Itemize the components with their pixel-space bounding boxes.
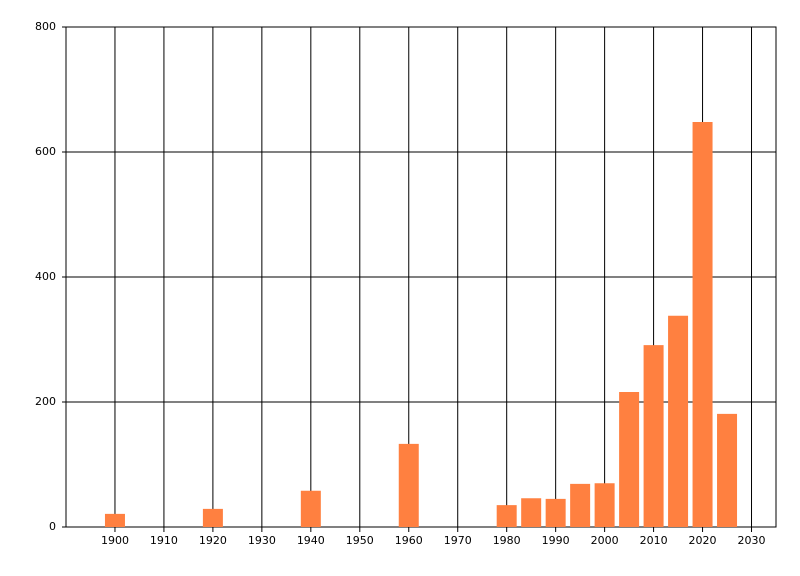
y-tick-label: 600 xyxy=(35,145,56,158)
x-tick-label: 2010 xyxy=(640,534,668,547)
x-tick-label: 1900 xyxy=(101,534,129,547)
bar xyxy=(643,345,664,527)
bar xyxy=(619,392,640,527)
x-tick-label: 1910 xyxy=(150,534,178,547)
bar xyxy=(398,443,419,527)
x-tick-label: 2000 xyxy=(591,534,619,547)
x-tick-label: 2030 xyxy=(738,534,766,547)
bar xyxy=(202,508,223,527)
x-tick-label: 1930 xyxy=(248,534,276,547)
y-tick-label: 800 xyxy=(35,20,56,33)
bar xyxy=(521,498,542,527)
y-tick-label: 0 xyxy=(49,520,56,533)
y-tick-label: 400 xyxy=(35,270,56,283)
bar xyxy=(496,505,517,527)
x-tick-label: 1940 xyxy=(297,534,325,547)
x-tick-label: 1980 xyxy=(493,534,521,547)
bar xyxy=(668,315,689,527)
y-tick-label: 200 xyxy=(35,395,56,408)
x-tick-label: 1960 xyxy=(395,534,423,547)
bar xyxy=(692,122,713,527)
bar xyxy=(717,413,738,527)
bar xyxy=(545,498,566,527)
bar xyxy=(594,483,615,527)
x-tick-label: 2020 xyxy=(689,534,717,547)
x-tick-label: 1920 xyxy=(199,534,227,547)
bar xyxy=(300,490,321,527)
x-tick-label: 1990 xyxy=(542,534,570,547)
x-tick-label: 1970 xyxy=(444,534,472,547)
bar xyxy=(570,483,591,527)
x-tick-label: 1950 xyxy=(346,534,374,547)
bar xyxy=(104,513,125,527)
